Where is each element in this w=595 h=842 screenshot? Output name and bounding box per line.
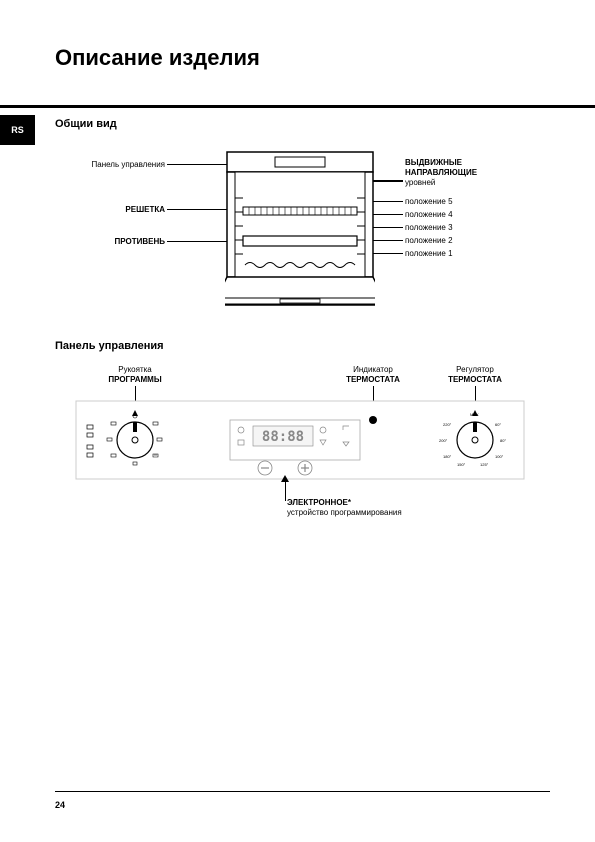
label-guides-1: ВЫДВИЖНЫЕ	[405, 158, 462, 168]
label-pos3: положение 3	[405, 223, 453, 233]
section-control-panel: Панель управления	[55, 340, 164, 352]
oven-diagram: Панель управления РЕШЕТКА ПРОТИВЕНЬ ВЫДВ…	[55, 150, 545, 320]
label-electronic-programmer: ЭЛЕКТРОННОЕ*устройство программирования	[287, 498, 457, 517]
label-pos4: положение 4	[405, 210, 453, 220]
svg-text:88:88: 88:88	[262, 429, 304, 445]
svg-text:180°: 180°	[443, 454, 452, 459]
svg-text:200°: 200°	[439, 438, 448, 443]
svg-text:150°: 150°	[457, 462, 466, 467]
label-control-panel: Панель управления	[55, 160, 165, 170]
label-tray: ПРОТИВЕНЬ	[55, 237, 165, 247]
top-rule	[0, 105, 595, 108]
label-program-knob: РукояткаПРОГРАММЫ	[95, 365, 175, 384]
svg-text:60°: 60°	[495, 422, 501, 427]
svg-text:MAX: MAX	[470, 412, 479, 417]
panel-box: 88:88 MAX 60° 80° 1	[75, 400, 525, 480]
page-number: 24	[55, 800, 65, 810]
page-title: Описание изделия	[55, 45, 260, 71]
label-pos5: положение 5	[405, 197, 453, 207]
label-thermostat-indicator: ИндикаторТЕРМОСТАТА	[333, 365, 413, 384]
section-general-view: Общии вид	[55, 118, 117, 130]
control-panel-diagram: РукояткаПРОГРАММЫ ИндикаторТЕРМОСТАТА Ре…	[55, 360, 545, 540]
svg-text:100°: 100°	[495, 454, 504, 459]
svg-text:220°: 220°	[443, 422, 452, 427]
label-guides-2: НАПРАВЛЯЮЩИЕ	[405, 168, 477, 178]
label-pos2: положение 2	[405, 236, 453, 246]
label-thermostat-knob: РегуляторТЕРМОСТАТА	[435, 365, 515, 384]
svg-text:125°: 125°	[480, 462, 489, 467]
label-guides-3: уровней	[405, 178, 435, 188]
label-pos1: положение 1	[405, 249, 453, 259]
label-grill: РЕШЕТКА	[55, 205, 165, 215]
language-tab: RS	[0, 115, 35, 145]
bottom-rule	[55, 791, 550, 792]
svg-text:80°: 80°	[500, 438, 506, 443]
oven-svg	[225, 150, 375, 310]
